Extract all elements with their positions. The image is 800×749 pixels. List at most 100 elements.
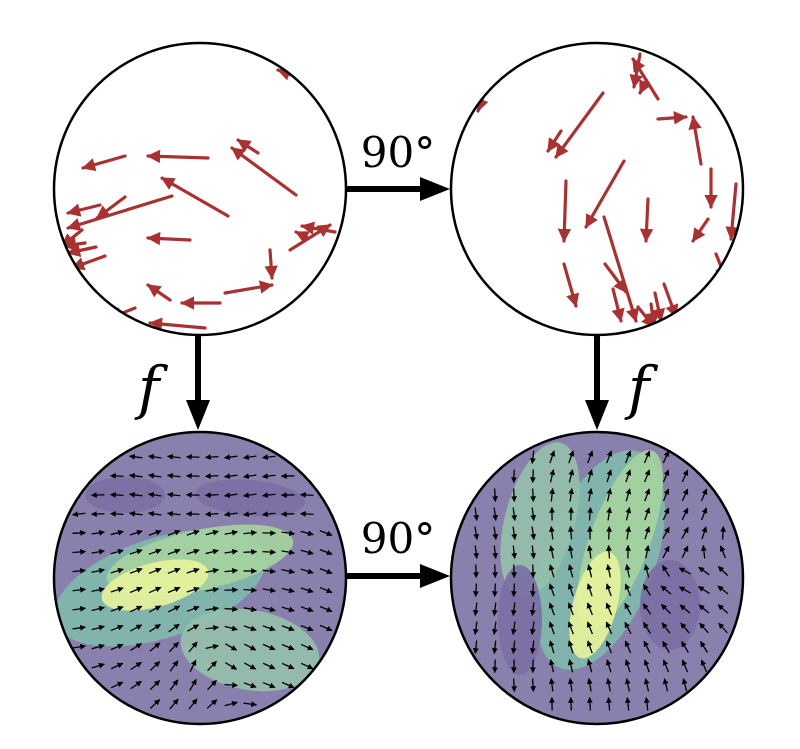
vector-arrow xyxy=(186,586,200,593)
vector-arrow xyxy=(188,698,198,710)
vector-arrow xyxy=(262,587,276,594)
vector-arrow xyxy=(699,641,709,653)
vector-arrow xyxy=(288,223,332,252)
output-rotated-vector-arrows xyxy=(472,450,729,711)
vector-arrow xyxy=(146,231,192,246)
vector-arrow xyxy=(243,529,258,536)
vector-arrow xyxy=(624,640,632,654)
vector-arrow xyxy=(568,487,575,502)
colormap-region xyxy=(498,565,542,675)
vector-arrow xyxy=(129,567,143,574)
vector-arrow xyxy=(72,530,87,536)
vector-arrow xyxy=(473,545,480,560)
vector-arrow xyxy=(149,642,161,652)
vector-arrow xyxy=(261,454,276,461)
vector-arrow xyxy=(148,317,207,331)
vector-arrow xyxy=(300,624,314,632)
vector-arrow xyxy=(642,622,652,634)
vector-arrow xyxy=(319,530,333,537)
vector-arrow xyxy=(281,681,295,689)
vector-arrow xyxy=(70,254,107,271)
vector-arrow xyxy=(567,545,574,559)
vector-arrow xyxy=(110,548,124,555)
vector-arrow xyxy=(166,472,181,479)
vector-arrow xyxy=(205,586,219,593)
vector-arrow xyxy=(681,678,688,692)
vector-arrow xyxy=(224,682,239,689)
vector-arrow xyxy=(66,243,98,258)
vector-arrow xyxy=(147,510,162,517)
vector-arrow xyxy=(205,548,219,555)
vector-arrow xyxy=(186,548,200,555)
vector-arrow xyxy=(262,625,276,632)
vector-arrow xyxy=(300,606,314,613)
vector-arrow xyxy=(568,696,574,711)
vector-arrow xyxy=(549,450,556,464)
vector-arrow xyxy=(300,662,314,670)
vector-arrow xyxy=(109,473,124,479)
vector-arrow xyxy=(511,583,517,598)
vector-arrow xyxy=(631,57,660,101)
vector-arrow xyxy=(586,696,593,711)
vector-arrow xyxy=(624,602,632,616)
vector-arrow xyxy=(207,660,217,672)
vector-arrow xyxy=(643,640,651,654)
map-label-left: f xyxy=(134,354,169,422)
vector-arrow xyxy=(91,567,105,574)
vector-arrow xyxy=(300,568,314,575)
vector-arrow xyxy=(160,176,230,218)
output-panel xyxy=(52,430,348,726)
vector-arrow xyxy=(189,678,197,691)
output-rotated-panel-border xyxy=(449,430,745,726)
vector-arrow xyxy=(681,507,689,521)
vector-arrow xyxy=(81,154,127,172)
bottom-rotation-arrow xyxy=(346,564,450,588)
vector-arrow xyxy=(661,622,671,634)
vector-arrow xyxy=(128,472,143,479)
vector-arrow xyxy=(701,526,708,540)
vector-arrow xyxy=(167,567,181,574)
vector-arrow xyxy=(72,605,87,612)
vector-arrow xyxy=(262,606,276,613)
vector-arrow xyxy=(700,544,707,559)
vector-arrow xyxy=(586,640,593,654)
vector-arrow xyxy=(242,511,257,518)
vector-arrow xyxy=(130,643,143,651)
vector-arrow xyxy=(242,473,257,480)
vector-arrow xyxy=(698,604,710,614)
vector-arrow xyxy=(300,587,314,594)
vector-arrow xyxy=(186,605,200,612)
vector-arrow xyxy=(319,605,333,613)
vector-arrow xyxy=(72,586,87,593)
input-panel xyxy=(52,41,348,337)
vector-arrow xyxy=(624,696,631,711)
vector-arrow xyxy=(611,287,625,323)
vector-arrow xyxy=(169,698,179,710)
vector-arrow xyxy=(149,623,161,633)
vector-arrow xyxy=(243,682,257,689)
vector-arrow xyxy=(128,510,143,517)
vector-arrow xyxy=(473,526,480,541)
vector-arrow xyxy=(243,606,257,613)
vector-arrow xyxy=(109,511,124,517)
vector-arrow xyxy=(562,262,580,308)
vector-arrow xyxy=(662,659,670,673)
vector-arrow xyxy=(567,659,574,673)
vector-arrow xyxy=(148,567,162,575)
colormap-region xyxy=(195,479,305,517)
vector-arrow xyxy=(638,79,652,95)
vector-arrow xyxy=(681,640,689,653)
vector-arrow xyxy=(223,280,274,295)
vector-arrow xyxy=(223,511,238,518)
rotation-label-top: 90° xyxy=(361,128,435,177)
vector-arrow xyxy=(587,450,594,464)
vector-arrow xyxy=(660,603,672,615)
vector-arrow xyxy=(549,487,556,502)
vector-arrow xyxy=(130,680,142,690)
vector-arrow xyxy=(530,488,536,503)
vector-arrow xyxy=(718,622,728,634)
vector-arrow xyxy=(225,643,238,651)
vector-arrow xyxy=(681,526,689,539)
vector-arrow xyxy=(720,525,726,540)
